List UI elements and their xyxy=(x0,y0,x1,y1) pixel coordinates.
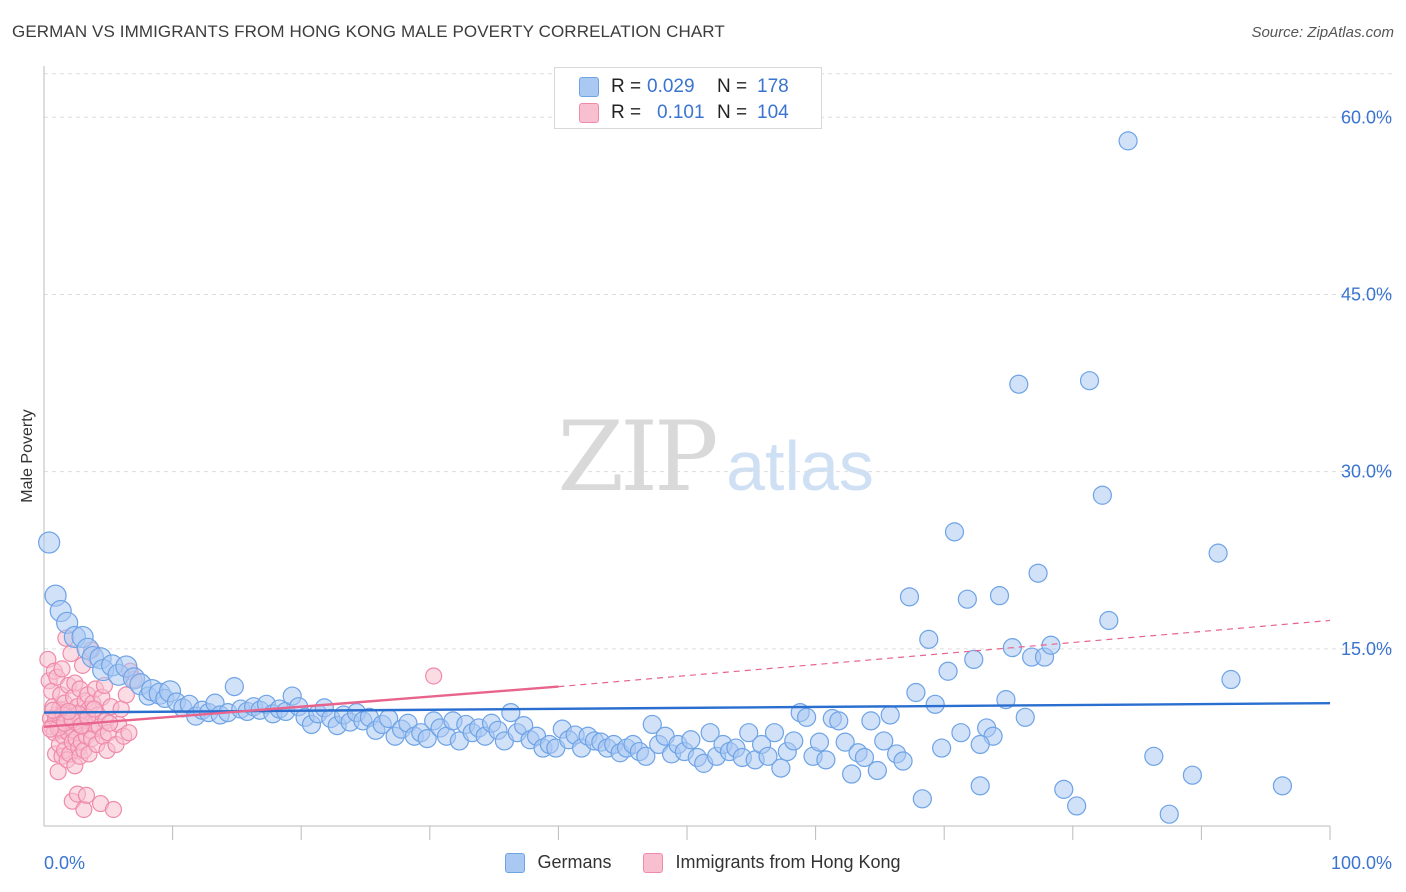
germans-point xyxy=(636,746,656,766)
germans-point xyxy=(809,732,830,752)
x-tick-label: 100.0% xyxy=(1331,853,1392,873)
correlation-legend: R = 0.029 N = 178 R = 0.101 N = 104 xyxy=(554,67,822,129)
hongkong-trendline-extension xyxy=(558,619,1331,688)
germans-point xyxy=(764,723,785,743)
hongkong-point xyxy=(104,800,123,819)
legend-label: Immigrants from Hong Kong xyxy=(675,852,901,872)
germans-point xyxy=(912,789,932,809)
germans-point xyxy=(925,694,945,714)
germans-point xyxy=(1159,804,1179,824)
y-tick-label: 30.0% xyxy=(1341,462,1392,482)
germans-point xyxy=(1272,776,1293,796)
watermark-zip: ZIP xyxy=(557,401,716,513)
germans-point xyxy=(829,711,849,731)
germans-swatch xyxy=(505,852,526,873)
hongkong-swatch xyxy=(579,103,599,123)
y-tick-label: 60.0% xyxy=(1341,107,1392,127)
hongkong-point xyxy=(120,724,138,742)
germans-point xyxy=(758,746,778,766)
germans-swatch xyxy=(579,77,599,97)
germans-point xyxy=(880,705,900,725)
germans-point xyxy=(224,677,244,697)
germans-point xyxy=(1208,543,1228,563)
germans-point xyxy=(861,711,881,731)
n-value: 104 xyxy=(757,102,789,123)
r-value: 0.029 xyxy=(647,76,695,97)
germans-point xyxy=(1144,746,1164,766)
hongkong-point xyxy=(117,686,135,704)
n-label: N = xyxy=(717,76,748,97)
germans-point xyxy=(1028,563,1048,583)
germans-point xyxy=(919,629,939,649)
legend-label: Germans xyxy=(537,852,612,872)
germans-point xyxy=(1009,374,1029,394)
r-label: R = xyxy=(611,102,642,123)
germans-point xyxy=(784,731,804,751)
germans-point xyxy=(739,723,759,743)
chart-title: GERMAN VS IMMIGRANTS FROM HONG KONG MALE… xyxy=(12,22,725,41)
x-tick-label: 0.0% xyxy=(44,853,85,873)
germans-point xyxy=(893,751,913,771)
germans-point xyxy=(771,758,791,778)
germans-point xyxy=(957,589,977,609)
hongkong-point xyxy=(77,786,96,804)
germans-point xyxy=(938,661,958,681)
r-value: 0.101 xyxy=(657,102,705,123)
hongkong-points xyxy=(39,629,443,819)
germans-point xyxy=(1079,371,1100,391)
germans-point xyxy=(932,738,952,758)
germans-point xyxy=(1182,765,1202,785)
hongkong-point xyxy=(41,720,60,738)
y-tick-label: 45.0% xyxy=(1341,284,1392,304)
germans-point xyxy=(1118,131,1138,151)
hongkong-point xyxy=(53,660,71,678)
germans-point xyxy=(1015,707,1035,727)
germans-point xyxy=(1099,610,1119,631)
hongkong-point xyxy=(425,667,443,685)
germans-point xyxy=(681,730,701,750)
germans-point xyxy=(1067,796,1087,816)
germans-point xyxy=(417,728,437,749)
legend-item-hongkong[interactable]: Immigrants from Hong Kong xyxy=(643,852,901,873)
legend-row-germans: R = 0.029 N = 178 xyxy=(579,75,789,99)
germans-point xyxy=(835,732,855,752)
germans-point xyxy=(944,522,965,542)
germans-point xyxy=(796,707,817,727)
n-label: N = xyxy=(717,102,748,123)
germans-point xyxy=(964,649,984,670)
germans-point xyxy=(906,682,926,703)
legend-row-hongkong: R = 0.101 N = 104 xyxy=(579,101,789,125)
germans-point xyxy=(899,587,920,607)
germans-point xyxy=(38,531,61,554)
germans-point xyxy=(700,723,720,743)
germans-point xyxy=(1221,669,1241,690)
legend-item-germans[interactable]: Germans xyxy=(505,852,611,873)
germans-point xyxy=(642,714,662,735)
y-tick-label: 15.0% xyxy=(1341,639,1392,659)
source-credit: Source: ZipAtlas.com xyxy=(1251,24,1394,41)
germans-points xyxy=(38,131,1293,824)
hongkong-point xyxy=(75,800,93,819)
germans-point xyxy=(867,760,887,781)
germans-point xyxy=(854,747,875,768)
germans-point xyxy=(951,723,971,743)
hongkong-swatch xyxy=(643,852,664,873)
germans-point xyxy=(970,776,990,796)
germans-point xyxy=(996,690,1016,710)
germans-point xyxy=(816,750,836,770)
series-legend: Germans Immigrants from Hong Kong xyxy=(0,852,1406,873)
germans-point xyxy=(989,586,1010,606)
hongkong-point xyxy=(85,700,103,718)
germans-point xyxy=(970,734,990,755)
r-label: R = xyxy=(611,76,642,97)
germans-point xyxy=(1092,485,1112,505)
watermark-atlas: atlas xyxy=(726,427,874,505)
hongkong-point xyxy=(44,701,62,719)
germans-point xyxy=(842,764,862,784)
germans-point xyxy=(1054,779,1074,799)
hongkong-trendline xyxy=(43,685,559,728)
n-value: 178 xyxy=(757,76,789,97)
germans-point xyxy=(874,731,894,751)
